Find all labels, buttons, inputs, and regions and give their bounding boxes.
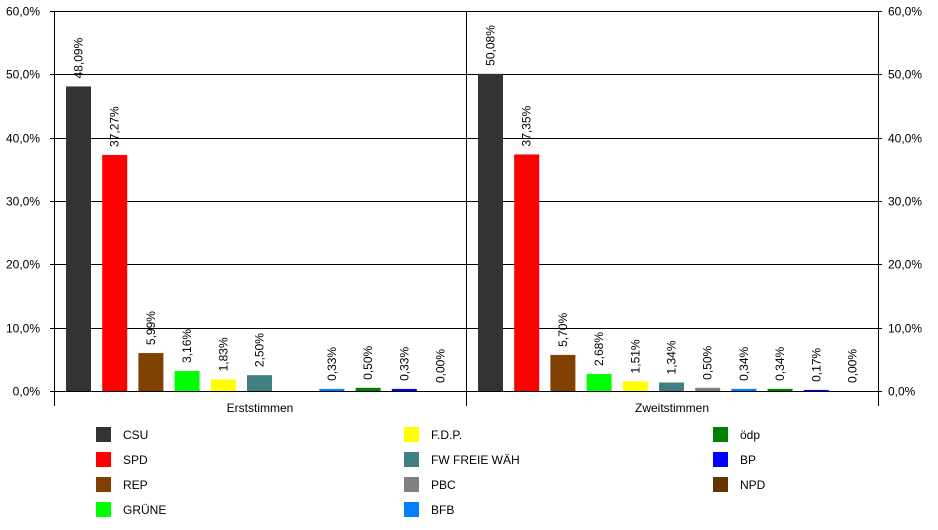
legend-swatch <box>96 427 111 442</box>
y-tick-label-left: 30,0% <box>6 195 40 209</box>
legend-swatch <box>96 452 111 467</box>
bar-zweitstimmen-spd <box>514 154 540 391</box>
legend-swatch <box>404 452 419 467</box>
category-label: Erststimmen <box>227 401 294 415</box>
data-label: 0,00% <box>846 349 860 383</box>
bar-erststimmen-csu <box>66 86 91 392</box>
bar-zweitstimmen-rep <box>550 354 576 391</box>
data-label: 2,68% <box>592 332 606 366</box>
bar-erststimmen-spd <box>102 154 128 391</box>
data-label: 37,27% <box>108 106 122 147</box>
y-tick-label-left: 40,0% <box>6 132 40 146</box>
bar-erststimmen-bfb <box>319 388 345 391</box>
legend-label: BP <box>740 453 756 467</box>
legend-label: REP <box>123 478 148 492</box>
bar-zweitstimmen-ödp <box>767 388 793 391</box>
data-label: 0,33% <box>325 347 339 381</box>
y-tick-label-left: 20,0% <box>6 258 40 272</box>
legend-swatch <box>404 502 419 517</box>
data-label: 48,09% <box>72 37 86 78</box>
data-label: 1,83% <box>216 337 230 371</box>
bar-erststimmen-bp <box>391 388 417 391</box>
legend-swatch <box>96 477 111 492</box>
data-label: 5,99% <box>144 311 158 345</box>
y-tick-label-right: 40,0% <box>888 132 922 146</box>
legend-label: ödp <box>740 428 760 442</box>
bar-zweitstimmen-bfb <box>731 388 757 391</box>
data-label: 5,70% <box>556 313 570 347</box>
legend-swatch <box>713 452 728 467</box>
y-tick-label-right: 0,0% <box>888 385 916 399</box>
category-label: Zweitstimmen <box>635 401 709 415</box>
data-label: 37,35% <box>520 105 534 146</box>
y-tick-label-left: 10,0% <box>6 322 40 336</box>
legend-swatch <box>96 502 111 517</box>
data-label: 0,00% <box>434 349 448 383</box>
data-label: 0,50% <box>701 345 715 379</box>
legend-label: PBC <box>431 478 456 492</box>
legend-swatch <box>713 427 728 442</box>
data-label: 0,34% <box>773 346 787 380</box>
legend-label: CSU <box>123 428 148 442</box>
legend-label: FW FREIE WÄH <box>431 453 520 467</box>
data-label: 0,50% <box>361 345 375 379</box>
bar-zweitstimmen-pbc <box>695 387 721 391</box>
data-label: 1,34% <box>665 340 679 374</box>
data-label: 0,34% <box>737 346 751 380</box>
bar-erststimmen-f-d-p- <box>210 379 236 391</box>
data-label: 2,50% <box>253 333 267 367</box>
bar-zweitstimmen-grüne <box>586 374 612 391</box>
y-tick-label-left: 0,0% <box>13 385 41 399</box>
legend: CSU SPD REP GRÜNE F.D.P. FW FREIE WÄH PBC BFB öd… <box>96 427 766 517</box>
legend-label: GRÜNE <box>123 503 166 517</box>
data-label: 0,17% <box>809 348 823 382</box>
bar-erststimmen-fw-freie-wäh <box>247 375 272 391</box>
legend-label: BFB <box>431 503 454 517</box>
data-labels: 48,09% 37,27% 5,99% 3,16% 1,83% 2,50% 0,33% 0,5… <box>72 25 860 383</box>
legend-label: SPD <box>123 453 148 467</box>
legend-label: F.D.P. <box>431 428 462 442</box>
legend-swatch <box>713 477 728 492</box>
bar-zweitstimmen-csu <box>478 73 503 392</box>
y-tick-label-left: 60,0% <box>6 5 40 19</box>
axes: 0,0% 0,0% 10,0% 10,0% 20,0% 20,0% 30,0% 30,0% 40… <box>6 5 922 416</box>
bar-erststimmen-rep <box>138 353 164 391</box>
bar-zweitstimmen-bp <box>803 389 829 391</box>
data-label: 0,33% <box>397 347 411 381</box>
bar-zweitstimmen-f-d-p- <box>622 381 648 391</box>
bar-erststimmen-ödp <box>355 387 381 391</box>
y-tick-label-right: 20,0% <box>888 258 922 272</box>
bar-zweitstimmen-fw-freie-wäh <box>659 382 684 391</box>
y-tick-label-left: 50,0% <box>6 68 40 82</box>
y-tick-label-right: 50,0% <box>888 68 922 82</box>
data-label: 3,16% <box>180 329 194 363</box>
bar-erststimmen-grüne <box>174 370 200 391</box>
bars <box>66 73 829 392</box>
data-label: 50,08% <box>484 25 498 66</box>
data-label: 1,51% <box>628 339 642 373</box>
legend-label: NPD <box>740 478 766 492</box>
legend-swatch <box>404 427 419 442</box>
legend-swatch <box>404 477 419 492</box>
y-tick-label-right: 60,0% <box>888 5 922 19</box>
y-tick-label-right: 10,0% <box>888 322 922 336</box>
y-tick-label-right: 30,0% <box>888 195 922 209</box>
